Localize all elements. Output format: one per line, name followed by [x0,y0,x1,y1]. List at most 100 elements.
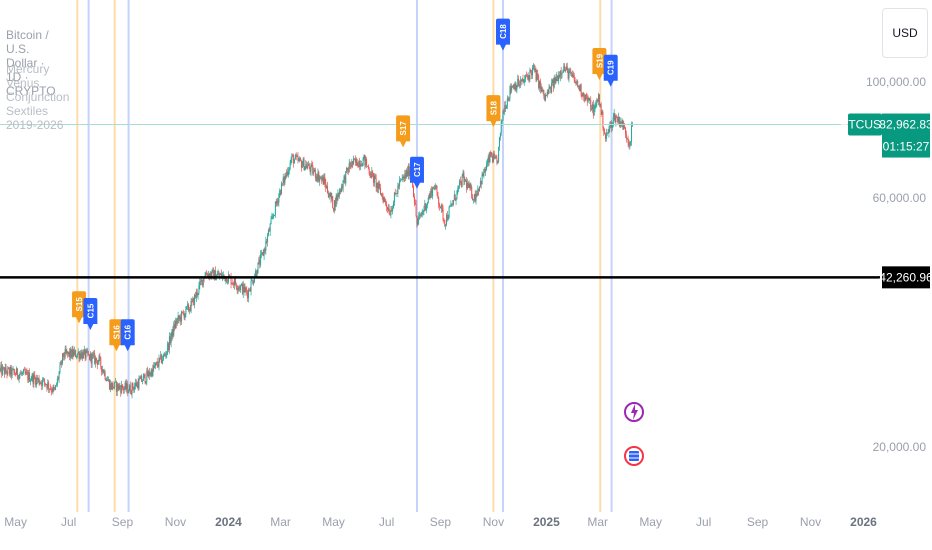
candle-body [587,97,589,102]
candle-body [151,370,153,376]
candle [194,291,196,299]
candle-body [1,365,3,375]
candle-body [404,173,406,179]
candle [519,76,521,89]
candle-body [68,351,70,354]
candle [526,73,528,80]
candle [200,278,202,286]
marker-c15[interactable]: C15 [83,297,98,330]
marker-c17[interactable]: C17 [409,156,424,189]
candle [55,382,57,387]
candle [591,104,593,111]
candle [67,351,69,359]
indicator-title[interactable]: Mercury Venus Conjunction Sextiles 2019-… [6,62,70,132]
candle [268,227,270,232]
candle-body [458,185,460,189]
candle-body [369,173,371,176]
candle-body [244,287,246,292]
candle-body [211,270,213,277]
candle-body [269,224,271,232]
candle [500,118,502,136]
candle-body [512,84,514,88]
candle-body [421,211,423,215]
candle [621,117,623,127]
currency-button[interactable]: USD [882,8,928,58]
candle [199,277,201,290]
candle [274,214,276,217]
candle [57,376,59,381]
candle [597,98,599,103]
candle-body [139,378,141,380]
candle [2,364,4,377]
candle-body [171,329,173,337]
candle [331,192,333,202]
candle-body [284,175,286,183]
candle [595,100,597,109]
candle-body [27,372,29,380]
marker-c19[interactable]: C19 [603,54,618,87]
candle-body [134,385,136,390]
candle [582,92,584,97]
candle-body [210,273,212,277]
candle-body [31,374,33,380]
lightning-icon[interactable] [624,402,644,422]
marker-s19[interactable]: S19 [592,47,607,80]
candle-body [448,207,450,218]
candle [90,352,92,368]
candle [376,182,378,193]
event-markers: S15 C15 S16 C16 S17 C17 S18 C18 S19 C19 [72,18,618,352]
candle-body [469,183,471,189]
candle-body [299,158,301,160]
marker-s17[interactable]: S17 [396,115,411,148]
candle [134,382,136,393]
candle-body [356,158,358,166]
candle-body [382,196,384,203]
candle [196,288,198,298]
candle [35,374,37,388]
candle [291,152,293,164]
candle [183,311,185,321]
x-axis[interactable]: May Jul Sep Nov 2024 Mar May Jul Sep Nov 2025 Mar Ma… [4,515,877,529]
marker-c18[interactable]: C18 [495,18,510,51]
candle-body [583,92,585,98]
candle [73,348,75,358]
event-badges[interactable] [624,402,644,466]
candle [241,281,243,296]
candle-body [124,382,126,389]
candle [530,69,532,73]
candle [282,173,284,186]
marker-s15[interactable]: S15 [72,291,87,324]
candle [438,196,440,209]
symbol-title[interactable]: Bitcoin / U.S. Dollar · 1D · CRYPTO [6,28,56,98]
marker-s18[interactable]: S18 [486,95,501,128]
candle [274,201,276,218]
candle-body [279,190,281,195]
candle-body [472,199,474,201]
candle [533,64,535,73]
candle [105,378,107,382]
candle [487,154,489,167]
candle-body [348,163,350,172]
candle-body [66,351,68,353]
candle [11,367,13,379]
candle-body [487,156,489,163]
y-axis[interactable]: 20,000.00 60,000.00 100,000.00 [866,75,926,454]
candle [445,224,447,230]
candle [259,255,261,269]
candle [575,81,577,86]
candle [419,211,421,220]
candle-body [618,116,620,123]
flag-icon[interactable] [624,446,644,466]
candle-body [618,116,620,126]
candle-body [452,199,454,205]
marker-s16[interactable]: S16 [109,319,124,352]
candle-body [149,374,151,376]
marker-c16[interactable]: C16 [120,319,135,352]
marker-label: S15 [75,297,84,312]
candle-body [341,186,343,189]
marker-label: S18 [489,101,498,116]
candle-body [164,354,166,356]
candle [123,386,125,394]
candle-body [431,189,433,197]
